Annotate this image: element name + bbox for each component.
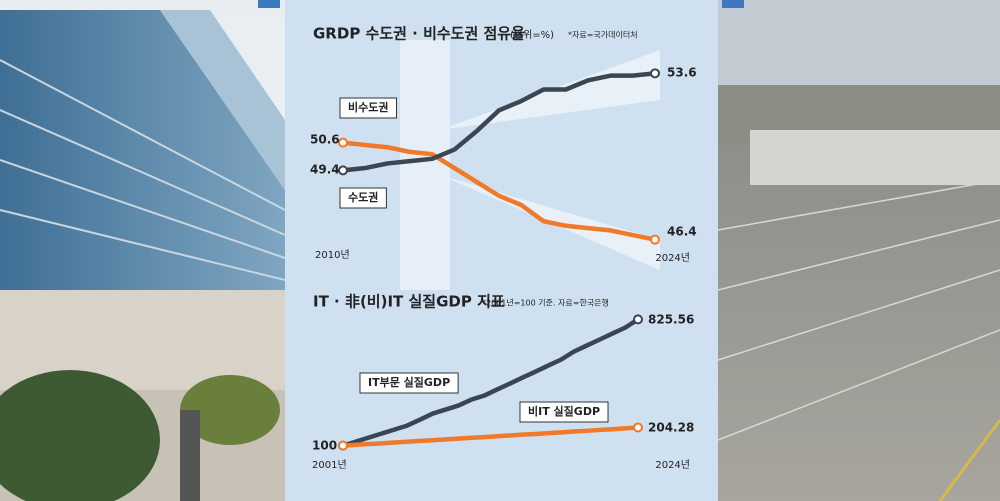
source: *자료=국가데이터처 bbox=[568, 30, 638, 40]
series-line bbox=[340, 317, 641, 448]
photo-parking-lot bbox=[717, 0, 1000, 501]
x-tick-label: 2024년 bbox=[655, 459, 690, 471]
legend-label: IT부문 실질GDP bbox=[368, 375, 450, 389]
value-label: 46.4 bbox=[667, 225, 697, 239]
end-marker bbox=[338, 137, 348, 148]
chart-title: IT · 非(비)IT 실질GDP 지표 bbox=[313, 293, 505, 311]
source: *2001년=100 기준. 자료=한국은행 bbox=[482, 298, 609, 308]
series-line bbox=[340, 140, 658, 242]
value-label: 100 bbox=[312, 439, 337, 453]
photo-building bbox=[0, 0, 286, 501]
panel-background bbox=[258, 0, 744, 501]
value-label: 204.28 bbox=[648, 421, 694, 435]
legend-box bbox=[359, 372, 459, 394]
x-tick-label: 2024년 bbox=[655, 252, 690, 264]
series-line bbox=[340, 71, 658, 173]
value-label: 825.56 bbox=[648, 313, 694, 327]
end-marker bbox=[633, 314, 643, 325]
value-label: 50.6 bbox=[310, 133, 340, 147]
x-tick-label: 2001년 bbox=[312, 459, 347, 471]
legend-box bbox=[339, 187, 387, 209]
end-marker bbox=[633, 422, 643, 433]
series-line bbox=[340, 425, 641, 448]
end-marker bbox=[338, 440, 348, 451]
x-tick-label: 2010년 bbox=[315, 249, 350, 261]
legend-box bbox=[339, 97, 397, 119]
value-label: 53.6 bbox=[667, 66, 697, 80]
end-marker bbox=[338, 165, 348, 176]
unit: (단위=%) bbox=[510, 28, 554, 41]
legend-label: 비수도권 bbox=[348, 100, 388, 114]
legend-label: 비IT 실질GDP bbox=[528, 404, 600, 418]
end-marker bbox=[650, 234, 660, 245]
chart-title: GRDP 수도권 · 비수도권 점유율 bbox=[313, 25, 525, 43]
legend-label: 수도권 bbox=[348, 191, 378, 204]
legend-box bbox=[519, 401, 609, 423]
end-marker bbox=[650, 68, 660, 79]
value-label: 49.4 bbox=[310, 163, 340, 177]
